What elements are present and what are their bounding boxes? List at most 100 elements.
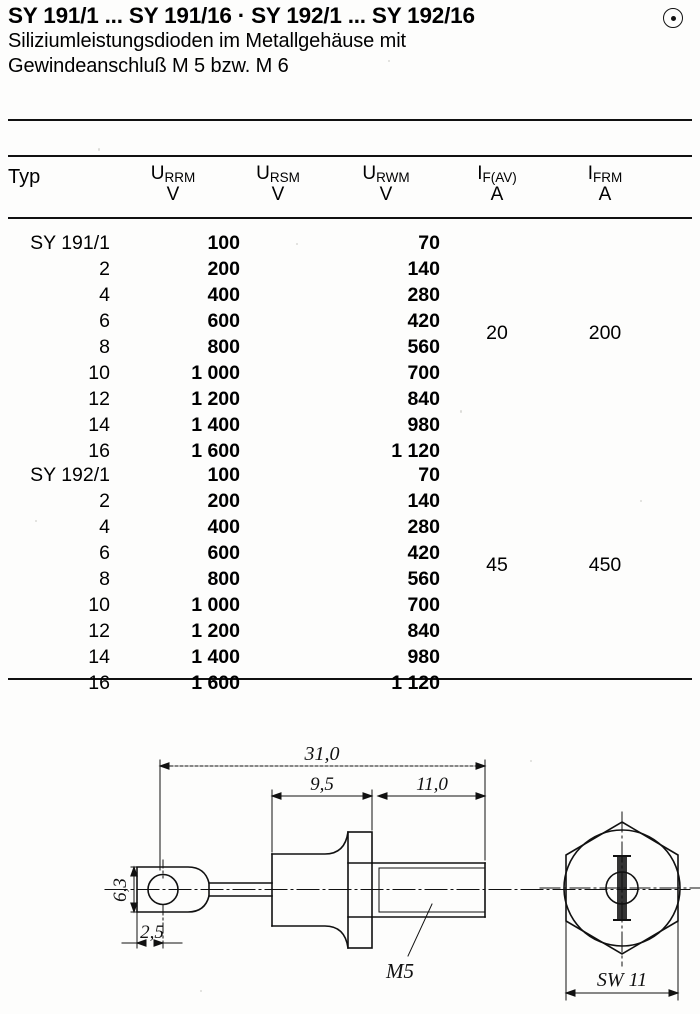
table-cell-urrm: 600 (207, 542, 240, 564)
table-cell-urrm: 1 000 (191, 594, 240, 616)
side-view-outline (104, 831, 691, 949)
scan-speck (460, 410, 462, 413)
table-row: 14 (88, 646, 110, 668)
dimension-label-overall: 31,0 (304, 743, 340, 765)
scan-speck (35, 520, 37, 522)
table-cell-urrm: 1 600 (191, 672, 240, 694)
hexagon-outline (565, 821, 679, 955)
table-cell-urrm: 200 (207, 258, 240, 280)
column-header-urrm-unit: V (166, 184, 180, 206)
column-header-ifrm-unit: A (598, 184, 612, 206)
dim-arrow-hole-left (135, 939, 147, 947)
column-header-urrm-subscript: RRM (164, 169, 196, 185)
table-cell-urwm: 980 (407, 414, 440, 436)
column-header-urwm: URWM V (341, 163, 431, 206)
table-cell-ifrm: 200 (588, 322, 622, 344)
dim-arrow-hole-right (153, 939, 165, 947)
table-row: 4 (99, 284, 110, 306)
dim-arrow-lug-bottom (130, 902, 138, 914)
table-cell-urwm: 70 (418, 464, 440, 486)
table-cell-urrm: 1 200 (191, 388, 240, 410)
table-rule-header-top (8, 155, 692, 157)
table-cell-urrm: 200 (207, 490, 240, 512)
table-cell-urwm: 140 (407, 258, 440, 280)
column-header-ursm-subscript: RSM (269, 169, 300, 185)
dimension-label-body: 9,5 (310, 774, 334, 795)
table-cell-ifav: 20 (486, 322, 508, 344)
table-row: 8 (99, 336, 110, 358)
column-header-ifrm-subscript: FRM (593, 169, 623, 185)
dim-arrow-lug-top (130, 865, 138, 877)
table-rule-header-bottom (8, 217, 692, 219)
table-cell-urwm: 420 (407, 542, 440, 564)
subtitle-line-1: Siliziumleistungsdioden im Metallgehäuse… (8, 30, 407, 53)
column-header-ifav: IF(AV) A (452, 163, 542, 206)
table-cell-urwm: 70 (418, 232, 440, 254)
subtitle-line-2: Gewindeanschluß M 5 bzw. M 6 (8, 55, 289, 78)
scan-speck (640, 500, 642, 502)
technical-drawing: 31,0 9,5 11,0 6,3 2,5 M5 (0, 700, 700, 1014)
side-view-dimensions (121, 759, 487, 957)
scan-speck (200, 990, 202, 992)
body-bottom-fillet (271, 925, 349, 949)
table-cell-urwm: 840 (407, 620, 440, 642)
table-row: SY 191/1 (30, 232, 110, 254)
table-row: 4 (99, 516, 110, 538)
table-cell-urwm: 420 (407, 310, 440, 332)
table-row: 10 (88, 594, 110, 616)
dim-arrow-stud-left (376, 792, 388, 800)
dim-arrow-right (475, 762, 487, 770)
column-header-urrm-symbol: U (150, 163, 165, 184)
end-view-dimensions (564, 920, 680, 1001)
scan-speck (388, 60, 390, 62)
table-row: 10 (88, 362, 110, 384)
table-cell-urrm: 800 (207, 336, 240, 358)
table-row: 8 (99, 568, 110, 590)
column-header-typ: Typ (8, 166, 41, 188)
table-row: 2 (99, 258, 110, 280)
column-header-urrm: URRM V (128, 163, 218, 206)
table-row: SY 192/1 (30, 464, 110, 486)
table-cell-urwm: 280 (407, 516, 440, 538)
table-cell-urwm: 700 (407, 594, 440, 616)
table-cell-urwm: 560 (407, 568, 440, 590)
dim-arrow-left (158, 762, 170, 770)
dim-arrow-stud-right (475, 792, 487, 800)
column-header-urwm-unit: V (379, 184, 393, 206)
table-cell-urrm: 600 (207, 310, 240, 332)
table-cell-urrm: 100 (207, 232, 240, 254)
scan-speck (98, 148, 100, 151)
table-cell-urrm: 400 (207, 284, 240, 306)
table-cell-urrm: 1 000 (191, 362, 240, 384)
dim-arrow-body-left (270, 792, 282, 800)
column-header-ifrm-symbol: I (587, 163, 594, 184)
table-cell-ifav: 45 (486, 554, 508, 576)
table-cell-urrm: 400 (207, 516, 240, 538)
table-cell-urwm: 980 (407, 646, 440, 668)
table-cell-urrm: 1 400 (191, 646, 240, 668)
circle-dot-icon (663, 8, 683, 28)
table-cell-urwm: 140 (407, 490, 440, 512)
dim-arrow-sw-right (668, 989, 680, 997)
column-header-ifav-unit: A (490, 184, 504, 206)
table-row: 14 (88, 414, 110, 436)
table-cell-urrm: 1 600 (191, 440, 240, 462)
scan-speck (296, 243, 298, 245)
leader-line-m5 (407, 903, 433, 957)
dimension-label-lug-height: 6,3 (110, 878, 131, 902)
column-header-urwm-subscript: RWM (376, 169, 410, 185)
end-view-outline (539, 811, 700, 967)
column-header-urwm-symbol: U (362, 163, 377, 184)
dimension-label-stud: 11,0 (416, 774, 448, 795)
table-cell-urrm: 800 (207, 568, 240, 590)
dim-arrow-sw-left (564, 989, 576, 997)
dim-arrow-body-right (362, 792, 374, 800)
column-header-ursm: URSM V (233, 163, 323, 206)
page-title: SY 191/1 ... SY 191/16 · SY 192/1 ... SY… (8, 3, 475, 28)
column-header-ifav-subscript: F(AV) (482, 169, 517, 185)
table-row: 6 (99, 310, 110, 332)
table-cell-urrm: 100 (207, 464, 240, 486)
table-cell-ifrm: 450 (588, 554, 622, 576)
table-cell-urwm: 560 (407, 336, 440, 358)
